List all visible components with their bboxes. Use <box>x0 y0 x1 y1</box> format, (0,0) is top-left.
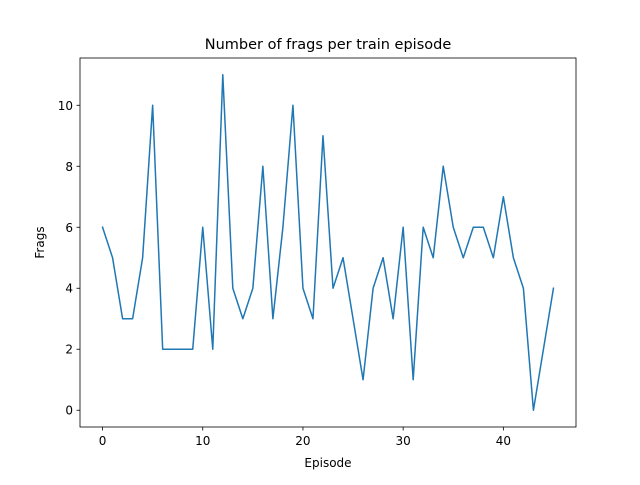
x-tick-label: 0 <box>99 434 107 448</box>
chart-title: Number of frags per train episode <box>205 37 452 53</box>
x-tick-label: 20 <box>295 434 310 448</box>
y-tick-label: 8 <box>65 160 73 174</box>
x-tick-label: 40 <box>496 434 511 448</box>
x-tick-label: 10 <box>195 434 210 448</box>
y-tick-label: 10 <box>58 99 73 113</box>
y-tick-label: 0 <box>65 404 73 418</box>
x-axis-label: Episode <box>304 456 351 470</box>
x-tick-label: 30 <box>396 434 411 448</box>
y-tick-label: 2 <box>65 343 73 357</box>
y-axis-label: Frags <box>33 226 47 258</box>
y-tick-label: 4 <box>65 282 73 296</box>
y-tick-label: 6 <box>65 221 73 235</box>
